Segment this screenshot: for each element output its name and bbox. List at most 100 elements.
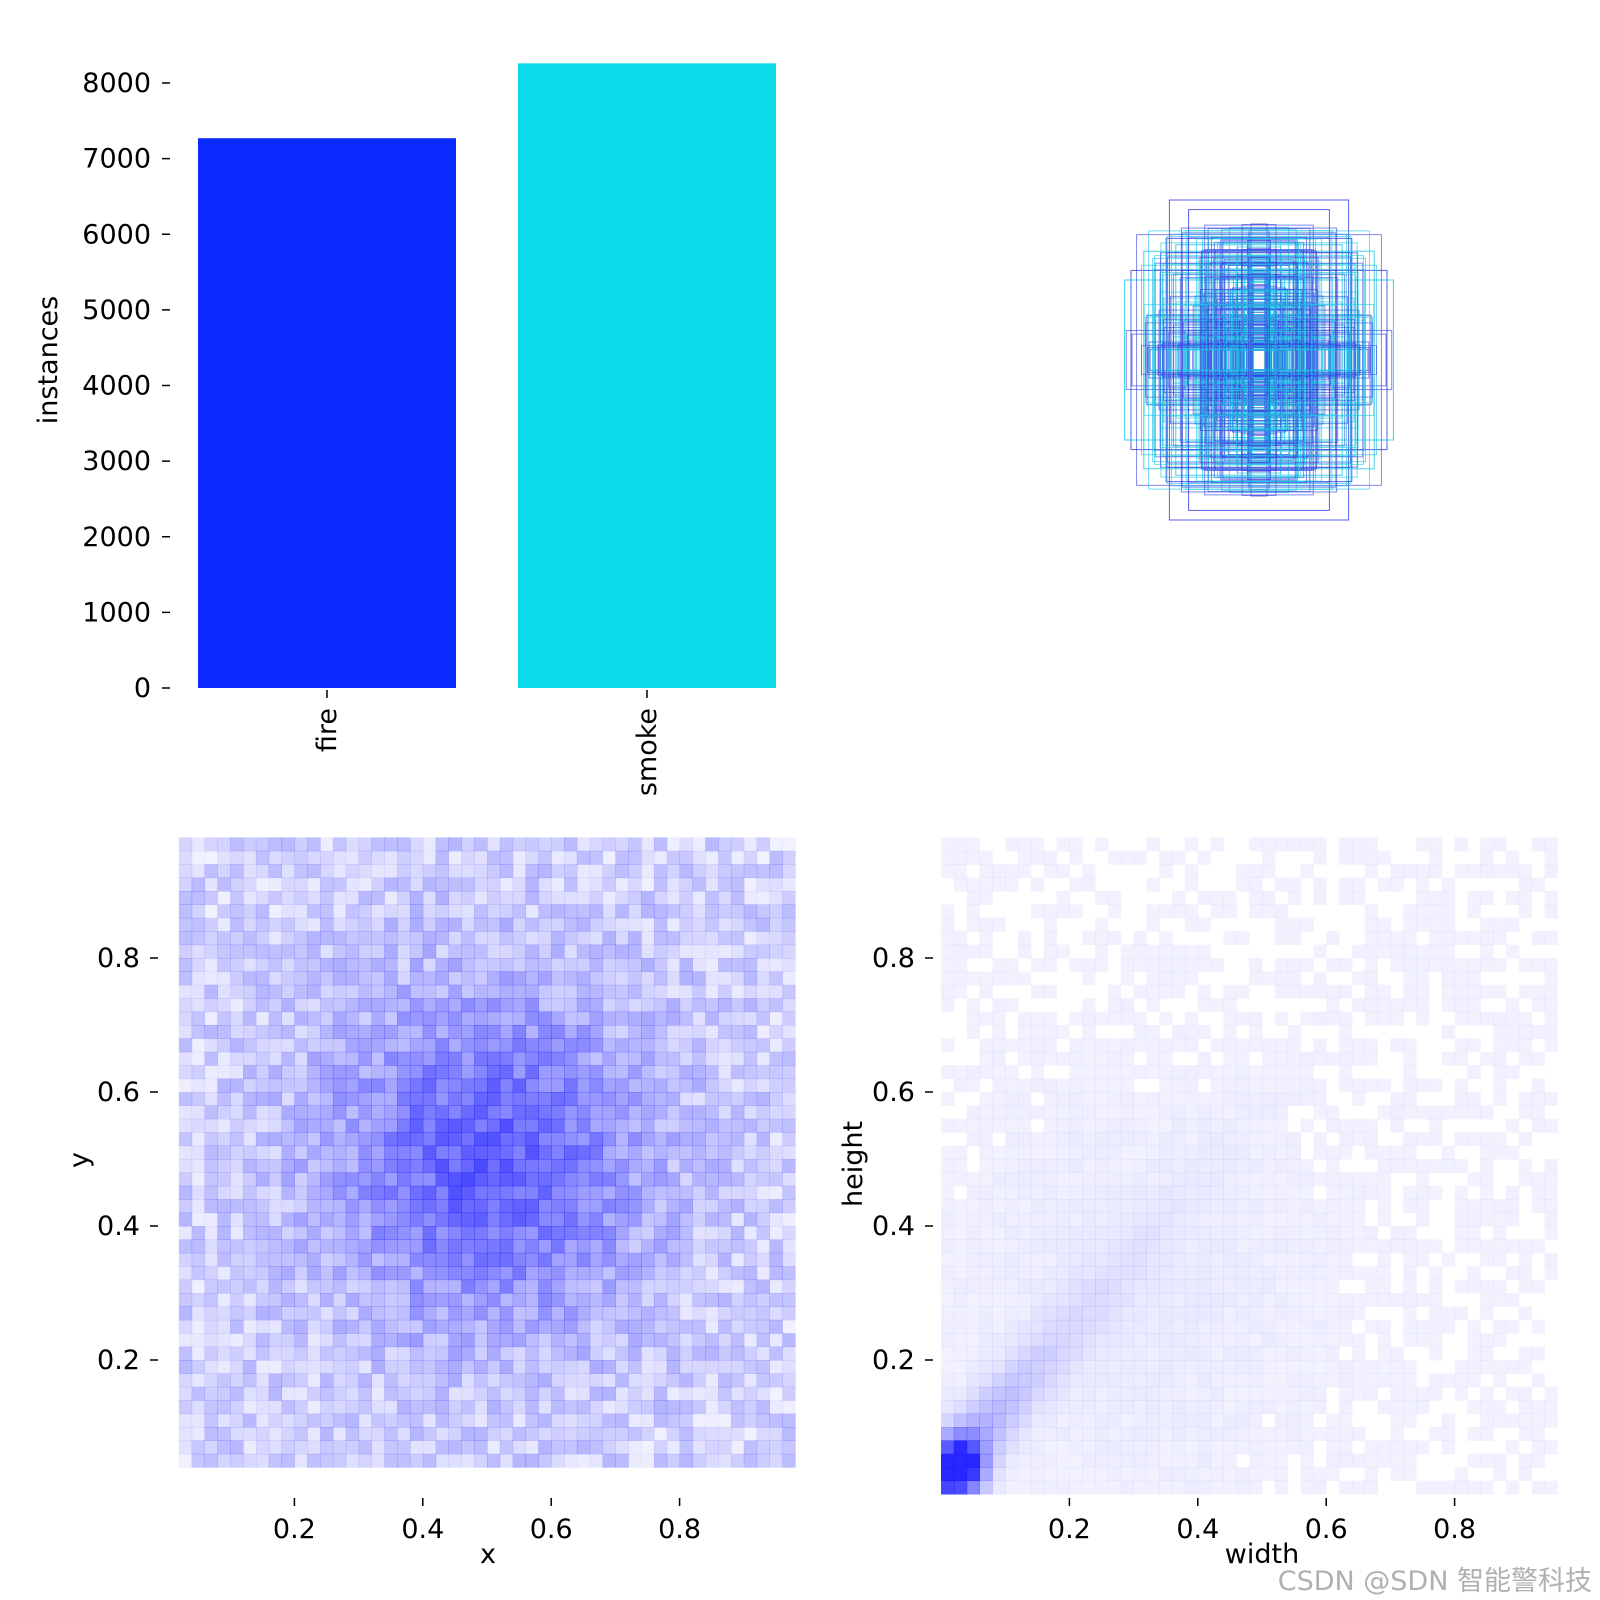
heat-cell	[679, 958, 693, 972]
heat-cell	[1018, 1360, 1032, 1374]
heat-cell	[1056, 1105, 1070, 1120]
heat-cell	[589, 1226, 604, 1240]
heat-cell	[1480, 1159, 1494, 1173]
heat-cell	[564, 1440, 578, 1455]
heat-cell	[538, 1199, 552, 1214]
heat-cell	[679, 931, 693, 946]
heat-cell	[1441, 931, 1456, 946]
heat-cell	[474, 1159, 488, 1173]
heat-cell	[512, 1118, 527, 1133]
heat-cell	[1313, 837, 1327, 852]
heat-cell	[941, 971, 955, 986]
bbox	[1184, 347, 1334, 373]
heat-cell	[589, 1051, 604, 1066]
heat-cell	[615, 1212, 629, 1227]
heat-cell	[1120, 1386, 1135, 1401]
heat-cell	[487, 877, 501, 892]
heat-cell	[230, 1051, 244, 1066]
heat-cell	[422, 891, 437, 905]
heat-cell	[743, 1199, 758, 1214]
heat-cell	[692, 1386, 706, 1401]
heat-cell	[756, 1453, 770, 1468]
heat-cell	[1172, 1226, 1186, 1240]
heat-cell	[409, 1092, 424, 1106]
heat-cell	[628, 1159, 642, 1173]
heat-cell	[1313, 1212, 1327, 1227]
heat-cell	[1377, 1078, 1391, 1093]
heat-cell	[1518, 1025, 1533, 1039]
heat-cell	[1300, 1159, 1314, 1173]
heat-cell	[397, 1159, 411, 1173]
heat-cell	[730, 891, 745, 905]
heat-cell	[1390, 1092, 1404, 1106]
heat-cell	[1274, 1185, 1289, 1200]
heat-cell	[538, 1172, 552, 1187]
heat-cell	[1390, 931, 1404, 946]
heat-cell	[666, 1199, 681, 1214]
heat-cell	[1454, 1038, 1468, 1053]
heat-cell	[255, 864, 270, 879]
heat-cell	[705, 971, 719, 986]
heat-cell	[448, 1440, 462, 1455]
heat-cell	[1018, 1293, 1032, 1307]
heat-cell	[268, 1239, 283, 1254]
heat-cell	[628, 877, 642, 892]
heat-cell	[1467, 1065, 1481, 1080]
bar-xtick-label: smoke	[632, 708, 663, 796]
heat-cell	[217, 850, 231, 865]
heat-cell	[1172, 1279, 1186, 1294]
heat-cell	[782, 1051, 796, 1066]
heat-cell	[1480, 1293, 1494, 1307]
heat-cell	[743, 1212, 758, 1227]
heat-cell	[1339, 1226, 1353, 1240]
heat-cell	[1313, 1199, 1327, 1214]
heat-cell	[1249, 891, 1263, 905]
heat-cell	[474, 837, 488, 852]
heat-cell	[1249, 1293, 1263, 1307]
heat-cell	[1467, 1199, 1481, 1214]
heat-cell	[730, 1132, 745, 1147]
heat-cell	[941, 1279, 955, 1294]
heat-cell	[1159, 1373, 1173, 1388]
heat-cell	[294, 958, 308, 972]
heat-cell	[461, 1025, 475, 1039]
heat-cell	[1107, 1440, 1122, 1455]
heat-cell	[1467, 984, 1481, 999]
heat-cell	[307, 837, 321, 852]
heat-cell	[1377, 1239, 1391, 1254]
heat-cell	[487, 1279, 501, 1294]
heat-cell	[641, 1172, 655, 1187]
heat-cell	[397, 1185, 411, 1200]
heat-cell	[1480, 837, 1494, 852]
heat-cell	[384, 1373, 398, 1388]
heat-cell	[1095, 1467, 1109, 1482]
heat-cell	[576, 1453, 591, 1468]
heat-cell	[743, 1239, 758, 1254]
heat-cell	[448, 1373, 462, 1388]
heat-cell	[692, 1078, 706, 1093]
heat-cell	[1480, 1386, 1494, 1401]
heat-cell	[1043, 1413, 1058, 1428]
heat-cell	[1069, 1038, 1083, 1053]
heat-cell	[953, 1386, 968, 1401]
heat-cell	[1262, 1105, 1276, 1120]
heat-cell	[358, 1266, 372, 1281]
heat-cell	[1364, 984, 1379, 999]
heat-cell	[1107, 1078, 1122, 1093]
heat-cell	[769, 917, 783, 932]
heat-cell	[1056, 1427, 1070, 1441]
heat-cell	[255, 1145, 270, 1160]
heat-cell	[1210, 1252, 1224, 1267]
heat-cell	[653, 1266, 668, 1281]
heat-cell	[397, 1293, 411, 1307]
heat-cell	[564, 931, 578, 946]
heat-cell	[230, 1413, 244, 1428]
heat-cell	[718, 1212, 732, 1227]
heat-cell	[953, 1212, 968, 1227]
heat-cell	[243, 971, 257, 986]
heat-cell	[435, 1427, 449, 1441]
heat-cell	[692, 1440, 706, 1455]
heat-cell	[782, 1360, 796, 1374]
heat-cell	[1030, 1252, 1045, 1267]
heat-cell	[1172, 1333, 1186, 1348]
